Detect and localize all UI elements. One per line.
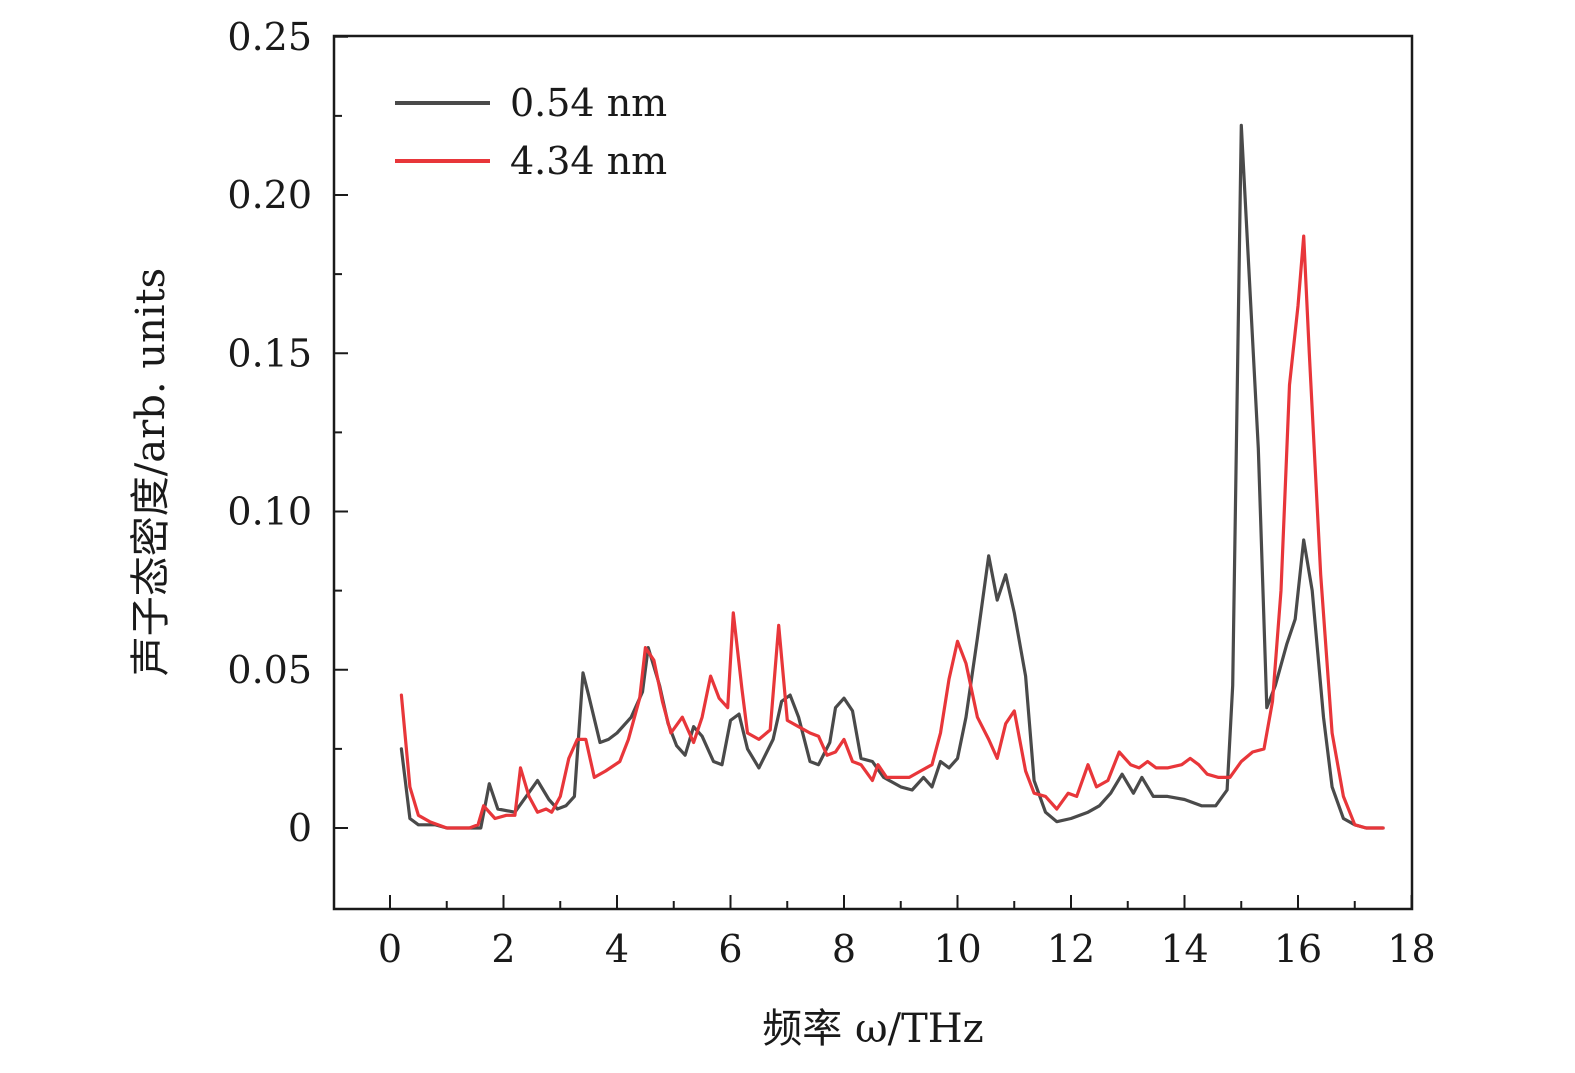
legend-label-1: 0.54 nm	[510, 81, 667, 125]
tick-labels: 0 2 4 6 8 10 12 14 16 18 0 0.05 0.10 0.15 0.20 0.25	[227, 15, 1435, 971]
y-tick-label: 0.10	[227, 490, 312, 534]
x-tick-label: 0	[378, 927, 402, 971]
x-tick-label: 2	[491, 927, 515, 971]
y-tick-label: 0.05	[227, 648, 312, 692]
y-axis-label: 声子态密度/arb. units	[128, 268, 174, 676]
series-lines	[399, 123, 1385, 830]
plot-frame	[332, 34, 1414, 911]
series-line-2	[399, 234, 1385, 830]
series-line-1	[399, 123, 1385, 830]
y-tick-label: 0	[288, 806, 312, 850]
x-tick-label: 6	[718, 927, 742, 971]
x-tick-label: 4	[605, 927, 629, 971]
legend-label-2: 4.34 nm	[510, 139, 667, 183]
legend: 0.54 nm 4.34 nm	[395, 81, 667, 183]
x-tick-label: 14	[1160, 927, 1208, 971]
x-tick-label: 8	[832, 927, 856, 971]
x-tick-label: 16	[1274, 927, 1322, 971]
axis-ticks	[334, 35, 1413, 909]
y-tick-label: 0.25	[227, 15, 312, 59]
x-tick-label: 18	[1387, 927, 1435, 971]
x-tick-label: 10	[933, 927, 981, 971]
x-tick-label: 12	[1047, 927, 1095, 971]
x-axis-label: 频率 ω/THz	[762, 1006, 983, 1052]
y-tick-label: 0.15	[227, 331, 312, 375]
y-tick-label: 0.20	[227, 173, 312, 217]
